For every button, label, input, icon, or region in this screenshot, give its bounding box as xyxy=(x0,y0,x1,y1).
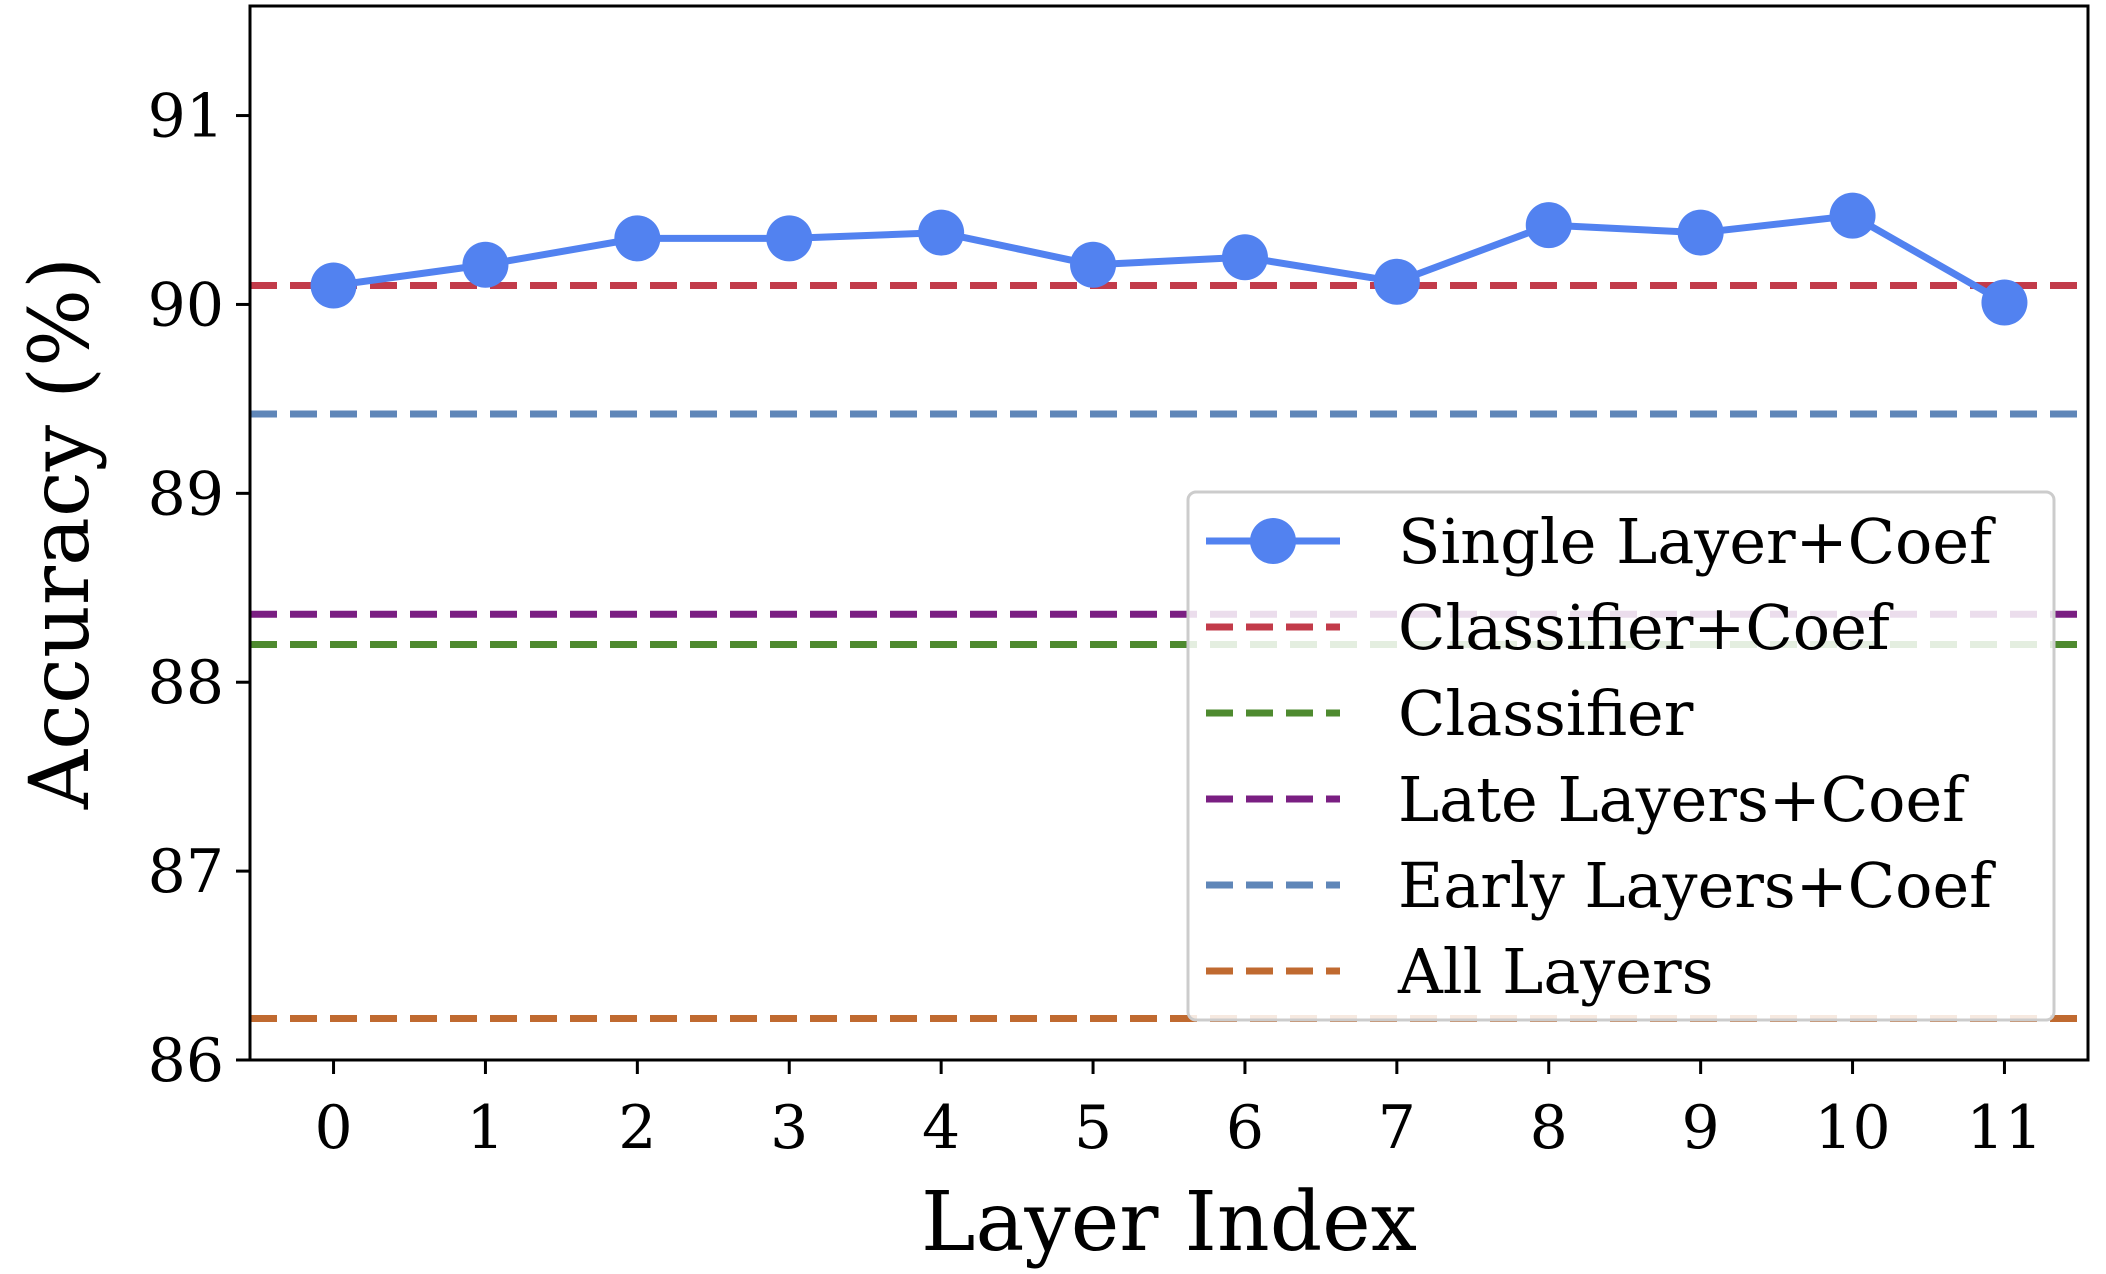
series-line-single-layer-coef xyxy=(333,212,2007,306)
data-point xyxy=(918,209,965,256)
data-point xyxy=(1221,234,1268,281)
data-point xyxy=(1373,258,1420,305)
legend-label-classifier-coef: Classifier+Coef xyxy=(1398,591,1894,664)
y-axis-label: Accuracy (%) xyxy=(13,257,108,810)
data-point xyxy=(1677,209,1724,256)
legend-marker-single-layer-coef xyxy=(1250,518,1296,564)
y-tick-label: 89 xyxy=(148,459,224,529)
data-point xyxy=(1981,279,2028,326)
data-point xyxy=(310,262,357,309)
series-layer xyxy=(310,192,2028,326)
legend-box xyxy=(1186,490,2056,1022)
x-axis-label: Layer Index xyxy=(921,1175,1417,1270)
x-axis-ticks: 0 1 2 3 4 5 6 7 8 9 10 11 xyxy=(314,1060,2043,1163)
x-tick-label: 0 xyxy=(314,1093,352,1163)
legend-label-early-layers-coef: Early Layers+Coef xyxy=(1398,849,1996,922)
data-point xyxy=(614,215,661,262)
x-tick-label: 8 xyxy=(1530,1093,1568,1163)
legend-label-late-layers-coef: Late Layers+Coef xyxy=(1398,763,1969,836)
x-tick-label: 6 xyxy=(1226,1093,1264,1163)
plot-frame xyxy=(248,4,2090,1062)
y-axis-ticks: 86 87 88 89 90 91 xyxy=(148,82,250,1096)
legend-entries: Single Layer+Coef Classifier+Coef Classifi… xyxy=(1206,505,1996,1008)
x-tick-label: 11 xyxy=(1966,1093,2042,1163)
x-tick-label: 7 xyxy=(1378,1093,1416,1163)
x-tick-label: 1 xyxy=(466,1093,504,1163)
y-tick-label: 90 xyxy=(148,270,224,340)
x-tick-label: 5 xyxy=(1074,1093,1112,1163)
legend: Single Layer+Coef Classifier+Coef Classifi… xyxy=(1186,490,2056,1022)
data-point xyxy=(1829,192,1876,239)
x-tick-label: 4 xyxy=(922,1093,960,1163)
y-tick-label: 87 xyxy=(148,837,224,907)
legend-label-all-layers: All Layers xyxy=(1397,935,1713,1008)
y-tick-label: 88 xyxy=(148,648,224,718)
y-tick-label: 91 xyxy=(148,82,224,152)
y-tick-label: 86 xyxy=(148,1026,224,1096)
legend-label-single-layer-coef: Single Layer+Coef xyxy=(1398,505,1996,578)
data-point xyxy=(462,241,509,288)
x-tick-label: 9 xyxy=(1682,1093,1720,1163)
data-point xyxy=(1525,202,1572,249)
x-tick-label: 3 xyxy=(770,1093,808,1163)
data-point xyxy=(766,215,813,262)
x-tick-label: 2 xyxy=(618,1093,656,1163)
data-point xyxy=(1070,241,1117,288)
x-tick-label: 10 xyxy=(1814,1093,1890,1163)
legend-label-classifier: Classifier xyxy=(1398,677,1694,750)
